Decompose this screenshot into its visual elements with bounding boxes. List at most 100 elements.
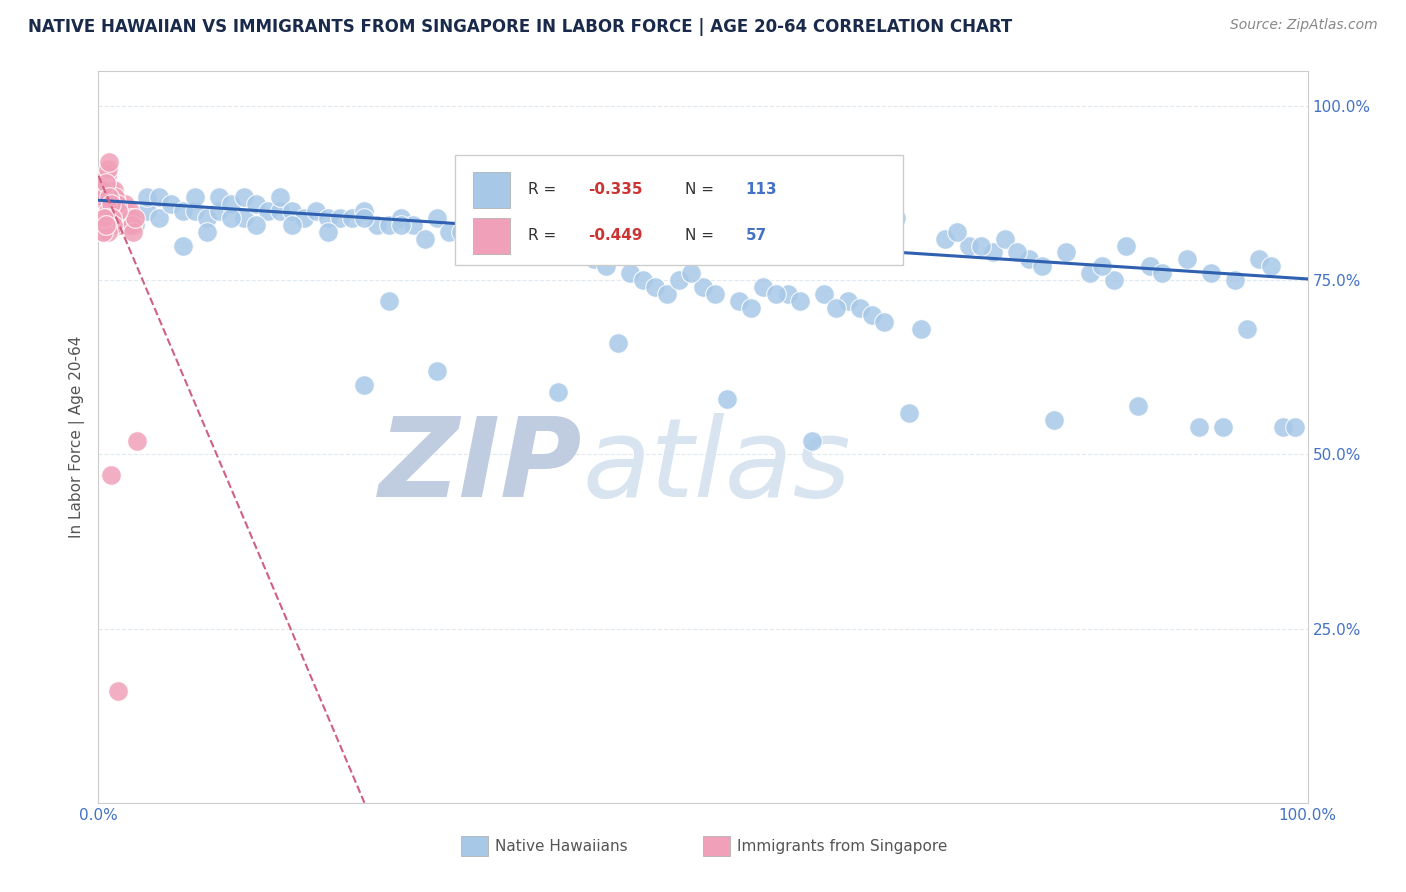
- Point: [583, 252, 606, 267]
- Text: ZIP: ZIP: [378, 413, 582, 520]
- Point: [91, 183, 114, 197]
- Point: [1139, 260, 1161, 274]
- Point: [115, 203, 138, 218]
- Point: [825, 301, 848, 316]
- Point: [1152, 266, 1174, 280]
- Text: N =: N =: [685, 182, 718, 197]
- Point: [389, 211, 412, 225]
- Point: [342, 211, 364, 225]
- Point: [910, 322, 932, 336]
- Point: [107, 218, 129, 232]
- Point: [402, 218, 425, 232]
- Text: -0.449: -0.449: [588, 228, 643, 244]
- Point: [413, 231, 436, 245]
- Point: [679, 266, 702, 280]
- Text: Source: ZipAtlas.com: Source: ZipAtlas.com: [1230, 18, 1378, 32]
- Point: [120, 211, 142, 225]
- Point: [607, 336, 630, 351]
- Point: [849, 301, 872, 316]
- Point: [946, 225, 969, 239]
- Point: [105, 211, 128, 225]
- Point: [100, 468, 122, 483]
- Point: [426, 211, 449, 225]
- Point: [107, 684, 129, 698]
- Point: [111, 203, 134, 218]
- Point: [644, 280, 666, 294]
- Point: [97, 203, 120, 218]
- Point: [100, 203, 122, 218]
- Point: [1031, 260, 1053, 274]
- Point: [103, 196, 125, 211]
- Point: [97, 203, 120, 218]
- Point: [619, 266, 641, 280]
- Point: [97, 161, 120, 176]
- Text: 113: 113: [745, 182, 778, 197]
- Point: [184, 203, 207, 218]
- Point: [232, 211, 254, 225]
- FancyBboxPatch shape: [474, 171, 509, 208]
- Point: [93, 211, 115, 225]
- Point: [103, 183, 125, 197]
- Point: [631, 273, 654, 287]
- Point: [93, 218, 115, 232]
- Point: [281, 218, 304, 232]
- Point: [595, 260, 617, 274]
- FancyBboxPatch shape: [703, 836, 730, 856]
- Point: [208, 190, 231, 204]
- Text: NATIVE HAWAIIAN VS IMMIGRANTS FROM SINGAPORE IN LABOR FORCE | AGE 20-64 CORRELAT: NATIVE HAWAIIAN VS IMMIGRANTS FROM SINGA…: [28, 18, 1012, 36]
- Point: [108, 211, 131, 225]
- Point: [1212, 419, 1234, 434]
- Point: [118, 203, 141, 218]
- Point: [752, 280, 775, 294]
- Point: [1115, 238, 1137, 252]
- Point: [91, 218, 114, 232]
- Point: [97, 225, 120, 239]
- Point: [93, 190, 115, 204]
- Point: [148, 190, 170, 204]
- Point: [269, 190, 291, 204]
- Point: [474, 218, 496, 232]
- Point: [221, 196, 243, 211]
- Point: [114, 196, 136, 211]
- Point: [101, 211, 124, 225]
- Point: [776, 287, 799, 301]
- Point: [1078, 266, 1101, 280]
- Point: [245, 218, 267, 232]
- Point: [100, 211, 122, 225]
- Text: Immigrants from Singapore: Immigrants from Singapore: [737, 839, 948, 855]
- Point: [101, 218, 124, 232]
- Point: [94, 218, 117, 232]
- Point: [98, 190, 121, 204]
- Text: R =: R =: [527, 228, 561, 244]
- Point: [96, 218, 118, 232]
- Point: [789, 294, 811, 309]
- Point: [837, 294, 859, 309]
- Point: [124, 218, 146, 232]
- Point: [523, 231, 546, 245]
- Point: [184, 190, 207, 204]
- Point: [100, 218, 122, 232]
- Point: [716, 392, 738, 406]
- Point: [426, 364, 449, 378]
- Point: [813, 287, 835, 301]
- Point: [692, 280, 714, 294]
- Point: [96, 169, 118, 183]
- Point: [704, 287, 727, 301]
- Point: [245, 196, 267, 211]
- Point: [1042, 412, 1064, 426]
- Point: [994, 231, 1017, 245]
- Point: [195, 211, 218, 225]
- Point: [208, 203, 231, 218]
- Point: [1272, 419, 1295, 434]
- Point: [957, 238, 980, 252]
- Point: [353, 377, 375, 392]
- Point: [104, 203, 127, 218]
- Point: [389, 218, 412, 232]
- Point: [547, 225, 569, 239]
- Point: [105, 196, 128, 211]
- Point: [1223, 273, 1246, 287]
- Point: [98, 211, 121, 225]
- Point: [1284, 419, 1306, 434]
- Point: [450, 225, 472, 239]
- Point: [112, 211, 135, 225]
